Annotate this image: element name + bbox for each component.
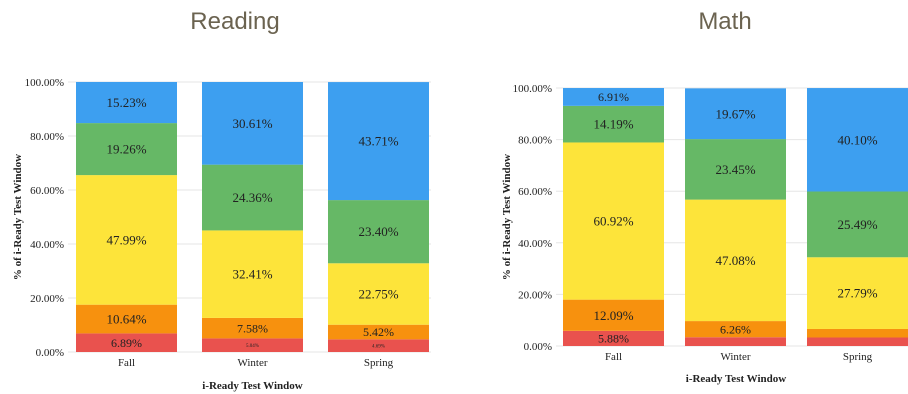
math-bar-segment — [807, 328, 908, 338]
reading-bar-segment — [328, 200, 429, 264]
reading-bar-segment — [328, 82, 429, 201]
reading-data-label: 23.40% — [358, 224, 398, 239]
math-bar-segment — [685, 199, 786, 322]
reading-bar-segment — [328, 263, 429, 325]
math-bar-segment — [685, 337, 786, 346]
math-data-label: 27.79% — [837, 286, 877, 301]
reading-data-label: 47.99% — [106, 232, 146, 247]
math-x-tick-label: Winter — [720, 351, 750, 363]
math-bar-segment — [807, 88, 908, 192]
reading-bar-segment — [202, 317, 303, 339]
reading-y-axis-title: % of i-Ready Test Window — [12, 154, 24, 280]
math-bar-segment — [685, 321, 786, 338]
reading-data-label: 22.75% — [358, 287, 398, 302]
reading-y-tick-label: 20.00% — [30, 293, 64, 305]
reading-data-label: 5.04% — [246, 344, 259, 349]
reading-chart-title: Reading — [190, 8, 280, 35]
reading-x-tick-label: Spring — [364, 357, 394, 369]
math-y-tick-label: 60.00% — [518, 186, 552, 198]
math-x-tick-label: Spring — [843, 351, 873, 363]
math-data-label: 14.19% — [593, 117, 633, 132]
math-bar-segment — [563, 88, 664, 106]
math-bar-segment — [685, 88, 786, 140]
math-bar-segment — [685, 139, 786, 200]
reading-data-label: 32.41% — [232, 267, 272, 282]
reading-bar-segment — [202, 338, 303, 352]
reading-y-tick-label: 60.00% — [30, 185, 64, 197]
reading-data-label: 7.58% — [237, 321, 268, 335]
math-chart-title: Math — [698, 8, 752, 35]
reading-y-tick-label: 0.00% — [36, 347, 64, 359]
reading-data-label: 5.42% — [363, 325, 394, 339]
reading-data-label: 15.23% — [106, 95, 146, 110]
reading-x-axis-title: i-Ready Test Window — [202, 380, 303, 392]
math-data-label: 23.45% — [715, 162, 755, 177]
math-data-label: 6.26% — [720, 322, 751, 336]
reading-bar-segment — [76, 81, 177, 124]
reading-data-label: 30.61% — [232, 116, 272, 131]
math-bar-segment — [807, 191, 908, 258]
math-y-tick-label: 0.00% — [524, 341, 552, 353]
math-data-label: 60.92% — [593, 214, 633, 229]
reading-bar-segment — [202, 164, 303, 231]
math-data-label: 19.67% — [715, 106, 755, 121]
math-data-label: 12.09% — [593, 308, 633, 323]
math-data-label: 25.49% — [837, 217, 877, 232]
reading-data-label: 4.69% — [372, 344, 385, 349]
reading-data-label: 6.89% — [111, 336, 142, 350]
reading-data-label: 10.64% — [106, 312, 146, 327]
math-data-label: 47.08% — [715, 253, 755, 268]
math-y-tick-label: 40.00% — [518, 238, 552, 250]
reading-y-tick-label: 40.00% — [30, 239, 64, 251]
reading-bar-segment — [202, 82, 303, 165]
reading-x-tick-label: Fall — [118, 357, 135, 369]
reading-x-tick-label: Winter — [237, 357, 267, 369]
math-bar-segment — [807, 257, 908, 329]
math-y-axis-title: % of i-Ready Test Window — [501, 154, 513, 280]
math-data-label: 6.91% — [598, 90, 629, 104]
math-y-tick-label: 20.00% — [518, 289, 552, 301]
math-bar-segment — [807, 337, 908, 346]
reading-bar-segment — [76, 304, 177, 334]
math-data-label: 5.88% — [598, 332, 629, 346]
reading-bar-segment — [328, 339, 429, 352]
reading-data-label: 24.36% — [232, 190, 272, 205]
math-x-axis-title: i-Ready Test Window — [686, 373, 787, 385]
reading-bar-segment — [328, 324, 429, 340]
math-bar-segment — [563, 142, 664, 300]
math-data-label: 40.10% — [837, 132, 877, 147]
reading-data-label: 43.71% — [358, 134, 398, 149]
math-bar-segment — [563, 299, 664, 331]
reading-bar-segment — [76, 123, 177, 176]
reading-data-label: 19.26% — [106, 142, 146, 157]
math-x-tick-label: Fall — [605, 351, 622, 363]
reading-bar-segment — [76, 333, 177, 352]
math-y-tick-label: 100.00% — [513, 83, 552, 95]
reading-bar-segment — [76, 175, 177, 305]
reading-bar-segment — [202, 230, 303, 318]
math-bar-segment — [563, 330, 664, 346]
math-y-tick-label: 80.00% — [518, 135, 552, 147]
reading-y-tick-label: 80.00% — [30, 131, 64, 143]
reading-y-tick-label: 100.00% — [25, 77, 64, 89]
math-bar-segment — [563, 105, 664, 143]
